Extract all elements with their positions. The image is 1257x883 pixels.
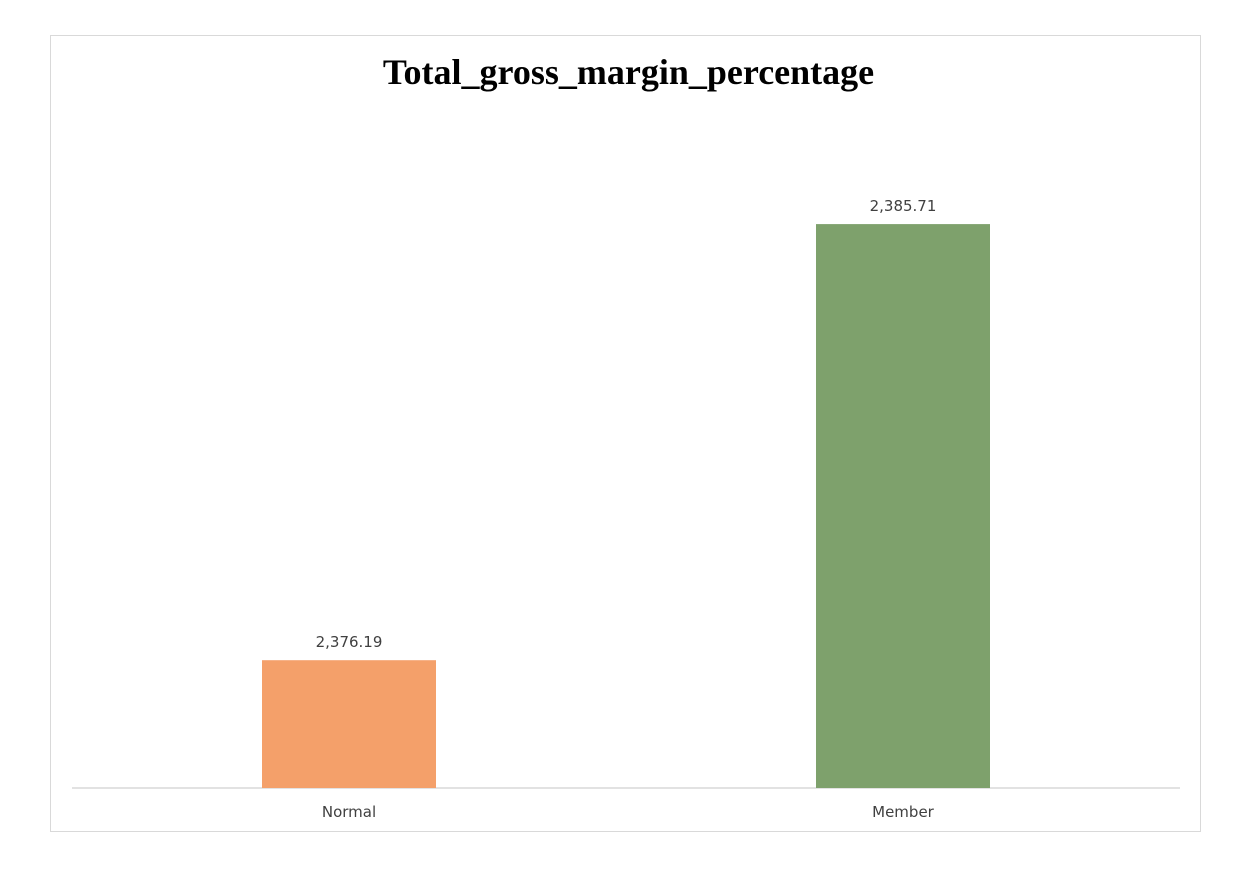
bar-normal xyxy=(262,660,436,788)
bar-group: 2,376.19 Normal 2,385.71 Member xyxy=(262,197,990,821)
chart-area xyxy=(50,35,1201,832)
data-label-member: 2,385.71 xyxy=(870,197,937,215)
bar-member xyxy=(816,224,990,789)
x-tick-label-member: Member xyxy=(872,803,935,821)
x-tick-label-normal: Normal xyxy=(322,803,376,821)
chart-title: Total_gross_margin_percentage xyxy=(382,52,875,92)
data-label-normal: 2,376.19 xyxy=(316,633,383,651)
